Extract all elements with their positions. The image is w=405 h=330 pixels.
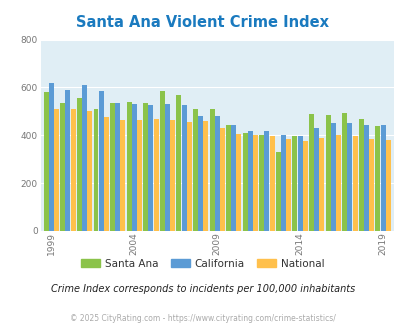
Bar <box>203 121 208 231</box>
Bar <box>330 123 335 231</box>
Legend: Santa Ana, California, National: Santa Ana, California, National <box>77 254 328 273</box>
Bar <box>209 109 214 231</box>
Bar <box>164 104 170 231</box>
Bar <box>120 120 125 231</box>
Bar <box>153 118 158 231</box>
Bar <box>302 141 307 231</box>
Bar <box>379 124 385 231</box>
Bar <box>98 91 103 231</box>
Bar <box>93 109 98 231</box>
Bar <box>192 109 198 231</box>
Text: Crime Index corresponds to incidents per 100,000 inhabitants: Crime Index corresponds to incidents per… <box>51 284 354 294</box>
Text: Santa Ana Violent Crime Index: Santa Ana Violent Crime Index <box>76 15 329 30</box>
Bar <box>375 126 379 231</box>
Bar <box>275 152 280 231</box>
Bar <box>60 103 65 231</box>
Bar <box>176 95 181 231</box>
Bar <box>347 123 352 231</box>
Bar <box>115 103 120 231</box>
Bar <box>280 135 286 231</box>
Bar <box>352 137 357 231</box>
Bar <box>186 122 191 231</box>
Bar <box>231 124 236 231</box>
Bar <box>44 92 49 231</box>
Bar <box>104 117 109 231</box>
Bar <box>160 91 164 231</box>
Bar <box>259 135 264 231</box>
Bar <box>252 135 257 231</box>
Bar <box>54 109 59 231</box>
Bar <box>110 103 115 231</box>
Text: © 2025 CityRating.com - https://www.cityrating.com/crime-statistics/: © 2025 CityRating.com - https://www.city… <box>70 314 335 323</box>
Bar <box>198 116 202 231</box>
Bar <box>247 131 252 231</box>
Bar <box>170 120 175 231</box>
Bar <box>319 138 324 231</box>
Bar <box>236 134 241 231</box>
Bar <box>335 135 340 231</box>
Bar <box>70 109 75 231</box>
Bar <box>341 113 346 231</box>
Bar <box>325 115 330 231</box>
Bar <box>363 124 368 231</box>
Bar <box>242 133 247 231</box>
Bar <box>82 85 87 231</box>
Bar <box>286 139 290 231</box>
Bar <box>269 137 274 231</box>
Bar <box>132 104 136 231</box>
Bar <box>368 139 373 231</box>
Bar <box>148 105 153 231</box>
Bar <box>313 128 318 231</box>
Bar <box>181 105 186 231</box>
Bar <box>143 103 148 231</box>
Bar <box>297 137 302 231</box>
Bar <box>385 140 390 231</box>
Bar <box>358 118 363 231</box>
Bar <box>136 120 142 231</box>
Bar <box>308 114 313 231</box>
Bar <box>226 124 230 231</box>
Bar <box>87 112 92 231</box>
Bar <box>292 137 297 231</box>
Bar <box>65 90 70 231</box>
Bar <box>49 83 54 231</box>
Bar <box>126 102 131 231</box>
Bar <box>214 116 219 231</box>
Bar <box>264 131 269 231</box>
Bar <box>77 98 82 231</box>
Bar <box>220 128 224 231</box>
